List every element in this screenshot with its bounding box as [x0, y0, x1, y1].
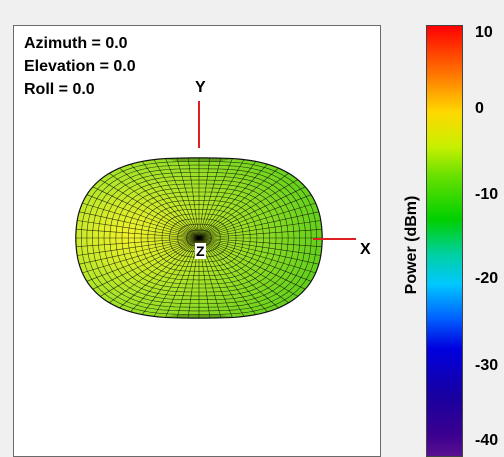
power-colorbar: [426, 25, 463, 457]
colorbar-tick: -20: [475, 270, 499, 287]
elevation-readout: Elevation = 0.0: [24, 58, 136, 75]
colorbar-tick: -10: [475, 186, 499, 203]
colorbar-tick: 10: [475, 24, 493, 41]
colorbar-title: Power (dBm): [403, 195, 420, 295]
roll-readout: Roll = 0.0: [24, 81, 95, 98]
x-axis-label: X: [360, 241, 371, 258]
colorbar-tick: -30: [475, 357, 499, 374]
colorbar-tick: 0: [475, 100, 484, 117]
3d-pattern-plot[interactable]: Azimuth = 0.0 Elevation = 0.0 Roll = 0.0…: [13, 25, 381, 457]
colorbar-tick: -40: [475, 432, 499, 449]
y-axis-label: Y: [195, 79, 206, 96]
pattern-mesh: [75, 157, 323, 319]
z-axis-label: Z: [195, 243, 206, 259]
azimuth-readout: Azimuth = 0.0: [24, 35, 128, 52]
